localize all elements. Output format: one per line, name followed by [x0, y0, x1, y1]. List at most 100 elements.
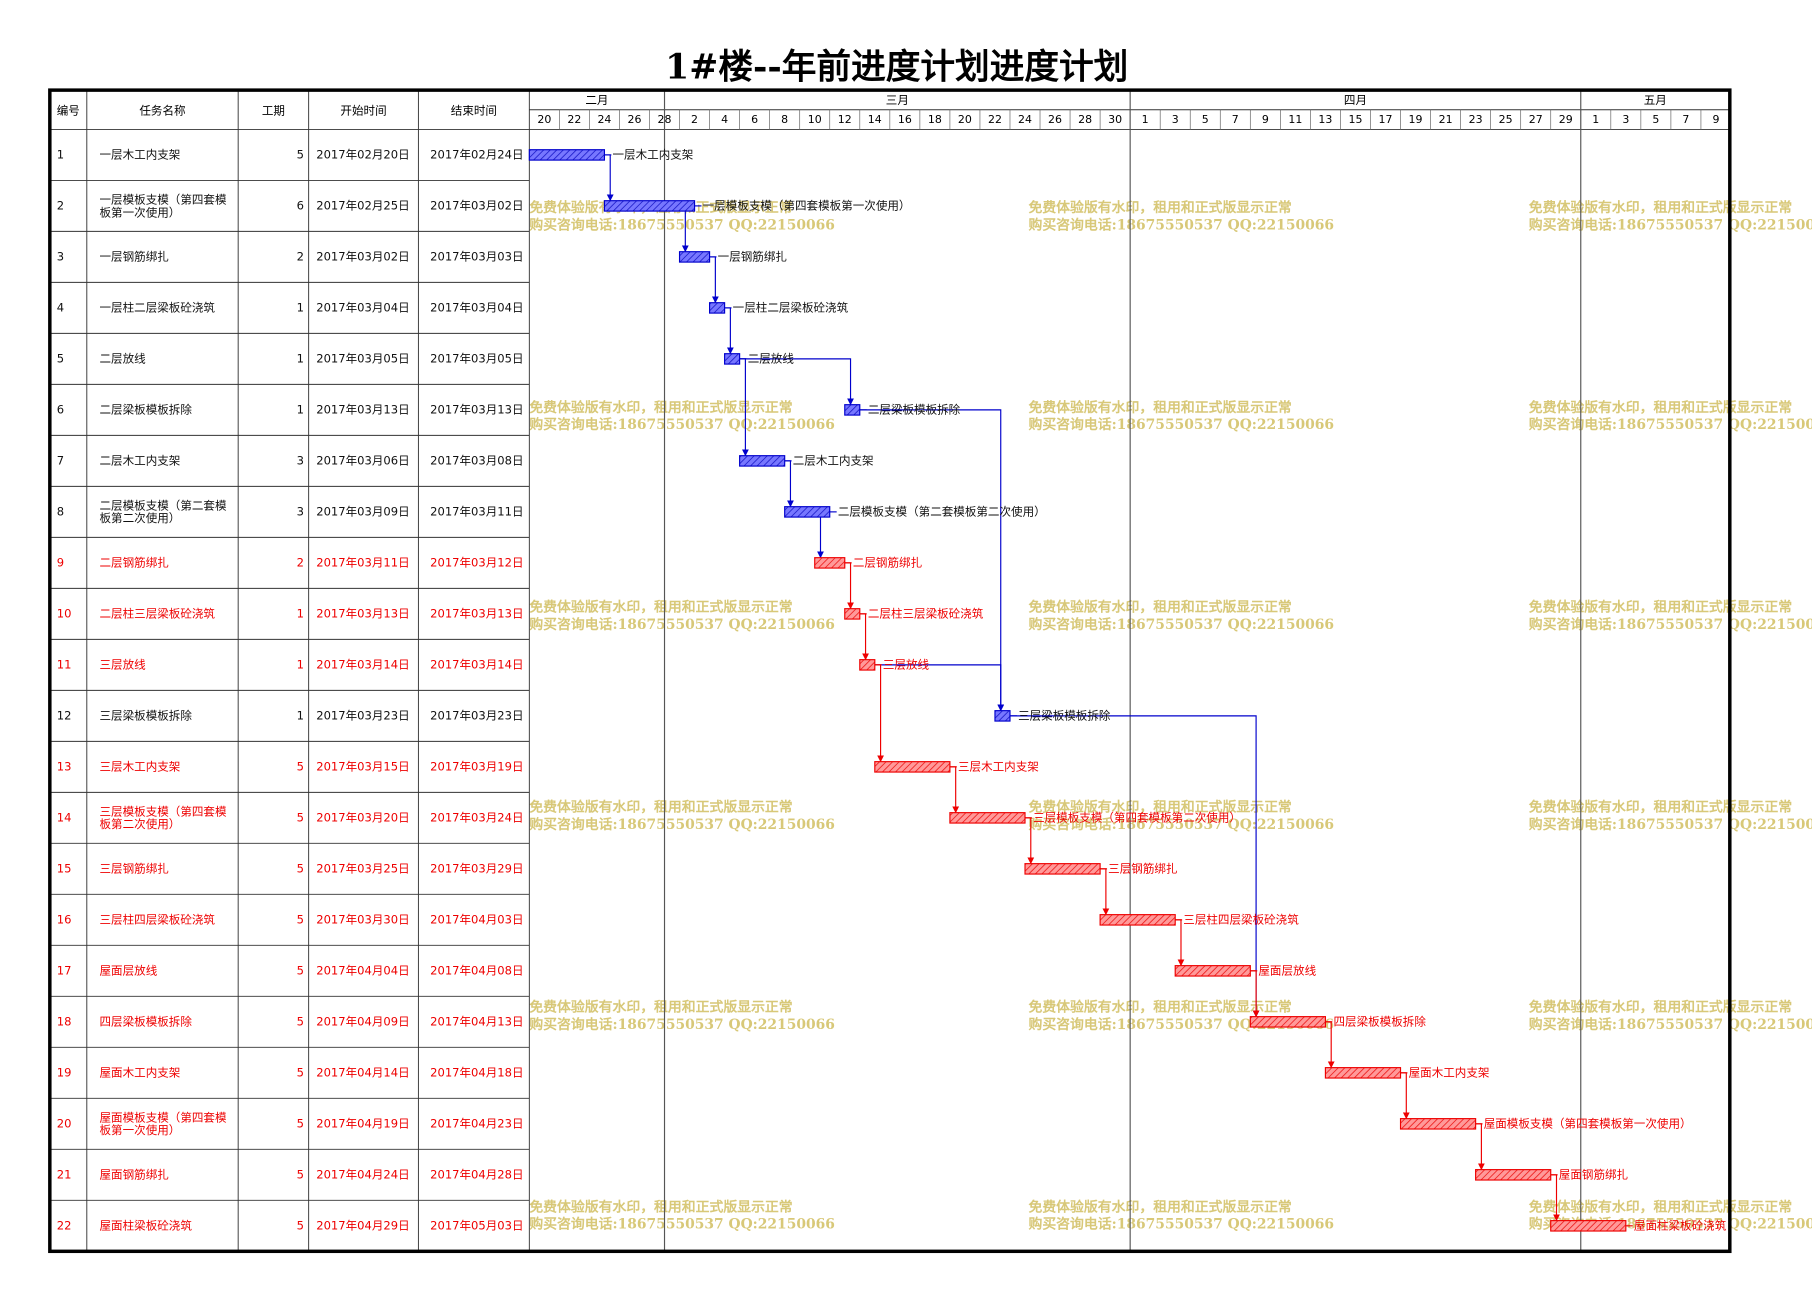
task-name: 二层钢筋绑扎 [100, 555, 170, 569]
watermark: 购买咨询电话:18675550537 QQ:22150066 [529, 816, 835, 833]
day-label: 5 [1202, 113, 1209, 126]
task-start: 2017年03月23日 [316, 708, 409, 722]
day-label: 1 [1592, 113, 1599, 126]
bar-label: 二层柱三层梁板砼浇筑 [868, 606, 984, 620]
task-name: 一层模板支模（第四套模板第一次使用） [100, 192, 227, 219]
dependency-link [949, 766, 960, 814]
watermark: 免费体验版有水印，租用和正式版显示正常 [1028, 1198, 1291, 1215]
task-bar [739, 455, 786, 467]
watermark: 购买咨询电话:18675550537 QQ:22150066 [1028, 1216, 1334, 1233]
task-duration: 5 [297, 1065, 304, 1079]
task-start: 2017年03月02日 [316, 249, 409, 263]
task-duration: 1 [297, 351, 304, 365]
day-label: 16 [898, 113, 912, 126]
task-end: 2017年03月14日 [430, 657, 523, 671]
watermark: 购买咨询电话:18675550537 QQ:22150066 [1529, 1016, 1812, 1033]
task-bar [709, 302, 726, 314]
day-label: 25 [1499, 113, 1513, 126]
bar-label: 三层模板支模（第四套模板第二次使用） [1033, 810, 1241, 824]
task-name: 屋面木工内支架 [100, 1065, 181, 1079]
bar-label: 屋面木工内支架 [1409, 1065, 1490, 1079]
task-end: 2017年04月28日 [430, 1167, 523, 1181]
task-duration: 3 [297, 504, 304, 518]
task-bar [994, 710, 1011, 722]
dependency-link [874, 664, 1005, 712]
day-label: 27 [1529, 113, 1543, 126]
day-label: 10 [808, 113, 822, 126]
dependency-link [844, 562, 855, 610]
month-label: 四月 [1344, 93, 1367, 107]
bar-label: 四层梁板模板拆除 [1334, 1014, 1427, 1028]
task-id: 4 [57, 300, 64, 314]
task-start: 2017年03月15日 [316, 759, 409, 773]
dependency-link [604, 154, 614, 202]
month-label: 五月 [1644, 93, 1667, 107]
task-duration: 5 [297, 912, 304, 926]
watermark: 购买咨询电话:18675550537 QQ:22150066 [1028, 816, 1334, 833]
task-end: 2017年04月03日 [430, 912, 523, 926]
task-end: 2017年03月24日 [430, 810, 523, 824]
task-name: 二层放线 [100, 351, 147, 365]
task-start: 2017年03月05日 [316, 351, 409, 365]
task-bar [844, 404, 861, 416]
task-duration: 2 [297, 249, 304, 263]
day-label: 20 [537, 113, 551, 126]
day-label: 23 [1469, 113, 1483, 126]
watermark: 免费体验版有水印，租用和正式版显示正常 [529, 999, 792, 1016]
bar-label: 一层木工内支架 [613, 147, 694, 161]
bar-label: 屋面层放线 [1258, 963, 1316, 977]
day-label: 21 [1439, 113, 1453, 126]
task-id: 17 [57, 963, 72, 977]
dependency-link [1475, 1123, 1485, 1171]
day-label: 8 [781, 113, 788, 126]
task-id: 7 [57, 453, 64, 467]
column-header: 工期 [262, 103, 285, 117]
bar-label: 一层柱二层梁板砼浇筑 [733, 300, 849, 314]
bar-label: 二层梁板模板拆除 [868, 402, 961, 416]
task-start: 2017年03月30日 [316, 912, 409, 926]
day-label: 29 [1559, 113, 1573, 126]
watermark: 购买咨询电话:18675550537 QQ:22150066 [529, 616, 835, 633]
watermark: 免费体验版有水印，租用和正式版显示正常 [529, 599, 792, 616]
task-id: 9 [57, 555, 64, 569]
task-id: 8 [57, 504, 64, 518]
bar-label: 三层木工内支架 [958, 759, 1039, 773]
bar-label: 二层模板支模（第二套模板第二次使用） [838, 504, 1046, 518]
bar-label: 屋面柱梁板砼浇筑 [1634, 1218, 1727, 1232]
watermark: 购买咨询电话:18675550537 QQ:22150066 [1529, 216, 1812, 233]
day-label: 20 [958, 113, 972, 126]
task-start: 2017年03月09日 [316, 504, 409, 518]
day-label: 15 [1348, 113, 1362, 126]
task-name: 二层柱三层梁板砼浇筑 [100, 606, 216, 620]
task-end: 2017年04月13日 [430, 1014, 523, 1028]
task-id: 10 [57, 606, 72, 620]
bar-label: 三层柱四层梁板砼浇筑 [1183, 912, 1299, 926]
task-id: 20 [57, 1116, 72, 1130]
day-label: 9 [1712, 113, 1719, 126]
task-name: 三层梁板模板拆除 [100, 708, 193, 722]
day-label: 14 [868, 113, 882, 126]
day-label: 22 [988, 113, 1002, 126]
task-end: 2017年03月04日 [430, 300, 523, 314]
task-duration: 5 [297, 810, 304, 824]
watermark: 免费体验版有水印，租用和正式版显示正常 [1529, 999, 1792, 1016]
task-id: 16 [57, 912, 72, 926]
day-label: 4 [721, 113, 728, 126]
dependency-link [859, 409, 1005, 712]
task-start: 2017年03月25日 [316, 861, 409, 875]
task-end: 2017年02月24日 [430, 147, 523, 161]
task-duration: 5 [297, 1014, 304, 1028]
task-id: 14 [57, 810, 72, 824]
task-bar [1249, 1016, 1326, 1028]
day-label: 9 [1262, 113, 1269, 126]
task-name: 二层梁板模板拆除 [100, 402, 193, 416]
task-start: 2017年03月14日 [316, 657, 409, 671]
task-id: 19 [57, 1065, 72, 1079]
bar-label: 二层钢筋绑扎 [853, 555, 923, 569]
dependency-link [859, 613, 870, 661]
task-duration: 1 [297, 708, 304, 722]
task-start: 2017年03月20日 [316, 810, 409, 824]
watermark: 购买咨询电话:18675550537 QQ:22150066 [1529, 816, 1812, 833]
task-id: 13 [57, 759, 72, 773]
task-end: 2017年04月18日 [430, 1065, 523, 1079]
